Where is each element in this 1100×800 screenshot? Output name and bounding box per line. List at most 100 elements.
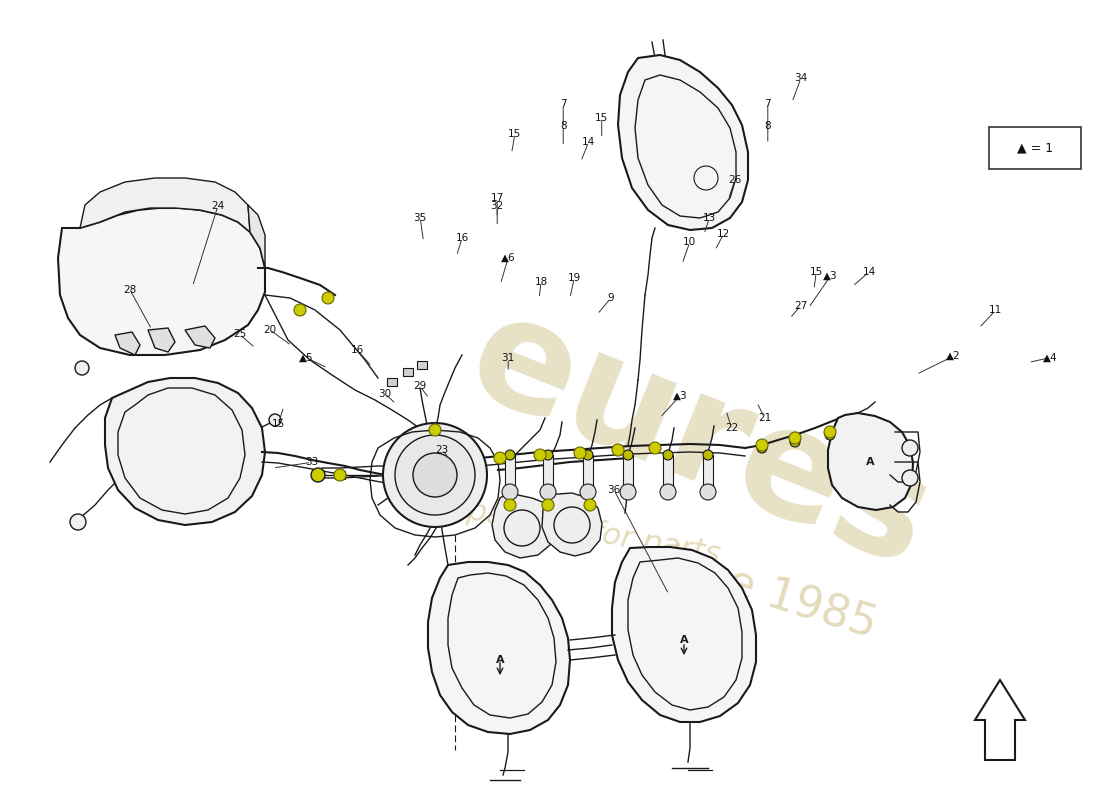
Text: 8: 8: [560, 121, 566, 130]
Circle shape: [703, 450, 713, 460]
Text: ▲3: ▲3: [823, 271, 838, 281]
Polygon shape: [542, 493, 602, 556]
Text: 32: 32: [491, 202, 504, 211]
Text: 15: 15: [595, 114, 608, 123]
Text: 19: 19: [568, 274, 581, 283]
Text: ▲3: ▲3: [672, 391, 688, 401]
Circle shape: [790, 437, 800, 447]
Polygon shape: [80, 178, 250, 232]
Polygon shape: [663, 455, 673, 488]
Text: 23: 23: [436, 445, 449, 454]
Text: 8: 8: [764, 121, 771, 130]
Text: 16: 16: [455, 234, 469, 243]
Bar: [403, 368, 412, 376]
Text: 28: 28: [123, 285, 136, 294]
Circle shape: [902, 470, 918, 486]
Circle shape: [412, 453, 456, 497]
Text: 16: 16: [351, 346, 364, 355]
Circle shape: [334, 469, 346, 481]
Circle shape: [270, 414, 280, 426]
Circle shape: [902, 440, 918, 456]
Text: 12: 12: [717, 229, 730, 238]
Circle shape: [623, 450, 632, 460]
Text: 31: 31: [502, 354, 515, 363]
Text: 15: 15: [272, 419, 285, 429]
Text: 14: 14: [862, 267, 876, 277]
Text: 10: 10: [683, 238, 696, 247]
Text: 34: 34: [794, 74, 807, 83]
Circle shape: [756, 439, 768, 451]
Circle shape: [824, 426, 836, 438]
Text: 30: 30: [378, 389, 392, 398]
Polygon shape: [428, 562, 570, 734]
Bar: [417, 361, 427, 369]
Circle shape: [542, 499, 554, 511]
Text: 7: 7: [560, 99, 566, 109]
Bar: [336, 471, 345, 479]
Text: since 1985: since 1985: [638, 534, 882, 646]
Text: 20: 20: [263, 325, 276, 334]
Polygon shape: [185, 326, 214, 348]
Text: 26: 26: [728, 175, 741, 185]
Polygon shape: [104, 378, 265, 525]
Text: 13: 13: [703, 213, 716, 222]
Polygon shape: [828, 413, 913, 510]
Text: A: A: [866, 457, 874, 467]
Text: ▲5: ▲5: [298, 353, 314, 362]
Text: 33: 33: [305, 458, 318, 467]
Text: 21: 21: [758, 413, 771, 422]
Text: ▲2: ▲2: [946, 351, 961, 361]
Circle shape: [540, 484, 556, 500]
Circle shape: [70, 514, 86, 530]
Circle shape: [580, 484, 596, 500]
Circle shape: [583, 450, 593, 460]
Circle shape: [649, 442, 661, 454]
Polygon shape: [703, 455, 713, 488]
Circle shape: [612, 444, 624, 456]
Circle shape: [620, 484, 636, 500]
Circle shape: [395, 435, 475, 515]
Polygon shape: [58, 208, 265, 355]
Text: 35: 35: [414, 213, 427, 222]
Text: A: A: [680, 635, 689, 645]
Circle shape: [825, 430, 835, 440]
Circle shape: [502, 484, 518, 500]
Text: 17: 17: [491, 194, 504, 203]
Text: 22: 22: [725, 423, 738, 433]
Circle shape: [75, 361, 89, 375]
Circle shape: [504, 499, 516, 511]
Polygon shape: [148, 328, 175, 352]
Text: 25: 25: [233, 330, 246, 339]
Text: ▲6: ▲6: [500, 253, 516, 262]
Polygon shape: [248, 205, 265, 268]
Text: eures: eures: [449, 281, 952, 599]
Circle shape: [494, 452, 506, 464]
Polygon shape: [505, 455, 515, 488]
Circle shape: [429, 424, 441, 436]
Circle shape: [505, 450, 515, 460]
Text: 14: 14: [582, 138, 595, 147]
Circle shape: [383, 423, 487, 527]
Text: 24: 24: [211, 202, 224, 211]
Polygon shape: [492, 495, 556, 558]
Polygon shape: [975, 680, 1025, 760]
Circle shape: [660, 484, 676, 500]
Polygon shape: [618, 55, 748, 230]
Circle shape: [757, 443, 767, 453]
Text: 18: 18: [535, 277, 548, 286]
Text: 9: 9: [607, 294, 614, 303]
Text: 15: 15: [508, 130, 521, 139]
Circle shape: [322, 292, 334, 304]
Text: A: A: [496, 655, 504, 665]
Text: 11: 11: [989, 306, 1002, 315]
Circle shape: [663, 450, 673, 460]
Text: ▲4: ▲4: [1043, 353, 1058, 362]
Circle shape: [294, 304, 306, 316]
Polygon shape: [116, 332, 140, 355]
Circle shape: [311, 468, 324, 482]
Polygon shape: [623, 455, 632, 488]
Polygon shape: [543, 455, 553, 488]
FancyBboxPatch shape: [989, 127, 1081, 169]
Circle shape: [584, 499, 596, 511]
Text: 27: 27: [794, 301, 807, 310]
